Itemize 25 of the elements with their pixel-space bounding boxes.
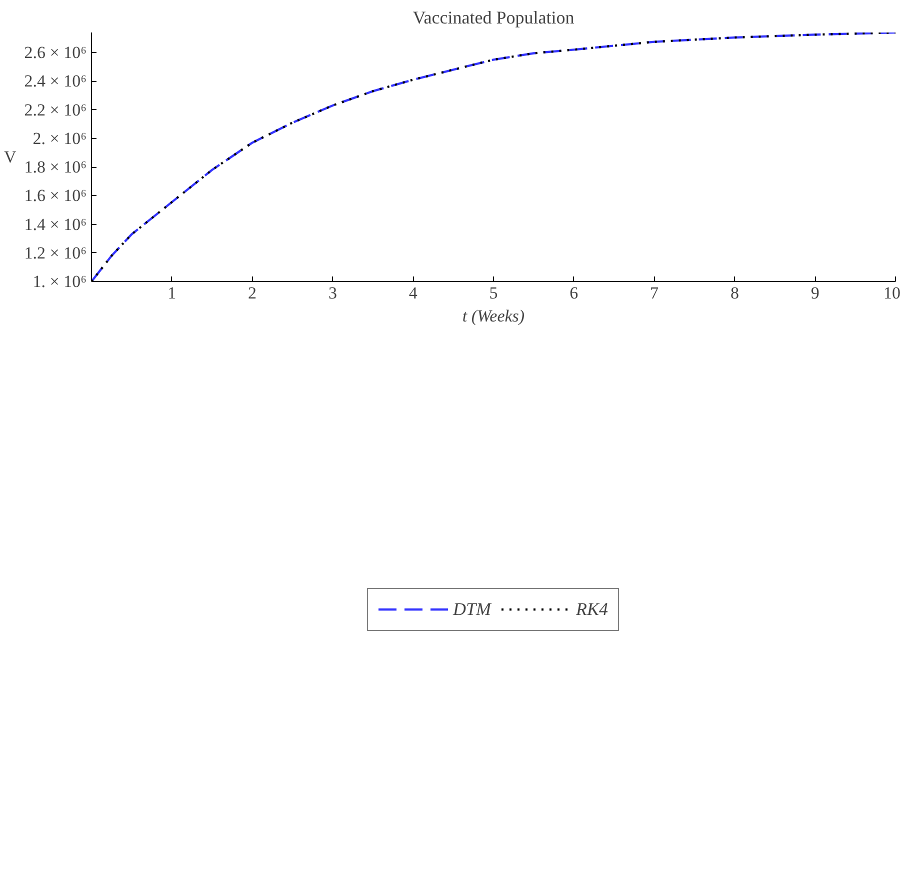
y-tick-label: 1.8 × 10⁶ <box>24 158 87 177</box>
y-tick-label: 1.2 × 10⁶ <box>24 243 87 262</box>
x-tick-label: 8 <box>730 284 739 302</box>
x-tick-label: 2 <box>248 284 257 302</box>
x-tick-label: 1 <box>168 284 176 302</box>
y-tick-label: 2.2 × 10⁶ <box>24 100 87 120</box>
x-tick-label: 6 <box>570 284 578 302</box>
x-tick-label: 7 <box>650 284 660 302</box>
x-tick-label: 4 <box>408 284 418 302</box>
y-tick-label: 2.6 × 10⁶ <box>24 43 87 62</box>
line-series <box>92 32 896 282</box>
y-axis-title: V <box>4 148 17 166</box>
y-tick-label: 2. × 10⁶ <box>32 128 87 148</box>
legend-label: DTM <box>452 598 491 620</box>
x-tick-label: 3 <box>328 284 337 302</box>
x-tick-label: 10 <box>884 284 900 302</box>
chart-title: Vaccinated Population <box>412 8 574 28</box>
y-tick-label: 1.6 × 10⁶ <box>24 186 87 206</box>
y-tick-label: 1. × 10⁶ <box>32 272 87 291</box>
x-tick-label: 5 <box>489 284 498 302</box>
legend-label: RK4 <box>576 598 608 620</box>
x-axis-title: t (Weeks) <box>462 306 525 326</box>
y-tick-label: 1.4 × 10⁶ <box>24 214 87 234</box>
y-tick-label: 2.4 × 10⁶ <box>24 72 87 91</box>
x-tick-label: 9 <box>810 284 820 302</box>
